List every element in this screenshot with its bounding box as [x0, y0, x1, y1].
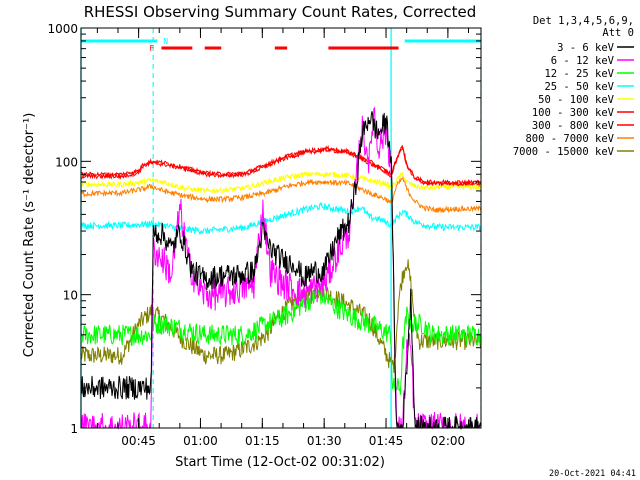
legend-label-3: 25 - 50 keV [544, 81, 614, 93]
x-tick-label: 00:45 [121, 434, 156, 448]
x-tick-label: 01:30 [307, 434, 342, 448]
series-layer [80, 28, 482, 430]
legend-label-0: 3 - 6 keV [557, 42, 615, 54]
plot-frame [80, 27, 482, 429]
legend-label-8: 7000 - 15000 keV [513, 146, 615, 158]
legend-label-2: 12 - 25 keV [544, 68, 614, 80]
series-line-4 [80, 170, 482, 194]
x-tick-label: 01:15 [245, 434, 280, 448]
series-line-0 [80, 111, 482, 430]
legend-label-4: 50 - 100 keV [538, 94, 615, 106]
y-axis-label: Corrected Count Rate (s⁻¹ detector⁻¹) [22, 113, 37, 358]
series-line-5 [80, 144, 482, 186]
series-line-2 [80, 286, 482, 395]
flag-label-f: F [149, 44, 154, 53]
x-tick-label: 01:45 [369, 434, 404, 448]
y-tick-label: 10 [63, 289, 78, 303]
y-tick-label: 1 [70, 422, 78, 436]
flag-label-n: N [163, 37, 168, 46]
flag-bars: NF [81, 37, 481, 53]
y-tick-label: 100 [55, 155, 78, 169]
footer-date: 20-Oct-2021 04:41 [549, 469, 636, 479]
legend-label-6: 300 - 800 keV [532, 120, 615, 132]
series-line-7 [80, 175, 482, 214]
series-line-1 [81, 106, 482, 430]
chart-title: RHESSI Observing Summary Count Rates, Co… [84, 3, 477, 21]
x-tick-label: 02:00 [431, 434, 466, 448]
legend-header-attenuator: Att 0 [602, 27, 634, 39]
legend-label-1: 6 - 12 keV [551, 55, 615, 67]
axes: 1 10 100 1000 00:45 01:00 01:15 01:30 01:45 02:00 [47, 22, 482, 448]
y-tick-label: 1000 [47, 22, 78, 36]
legend-label-5: 100 - 300 keV [532, 107, 615, 119]
series-line-3 [80, 201, 482, 236]
legend-label-7: 800 - 7000 keV [525, 133, 614, 145]
x-tick-label: 01:00 [183, 434, 218, 448]
legend-header-detectors: Det 1,3,4,5,6,9, [533, 15, 634, 27]
x-axis-label: Start Time (12-Oct-02 00:31:02) [175, 455, 385, 470]
